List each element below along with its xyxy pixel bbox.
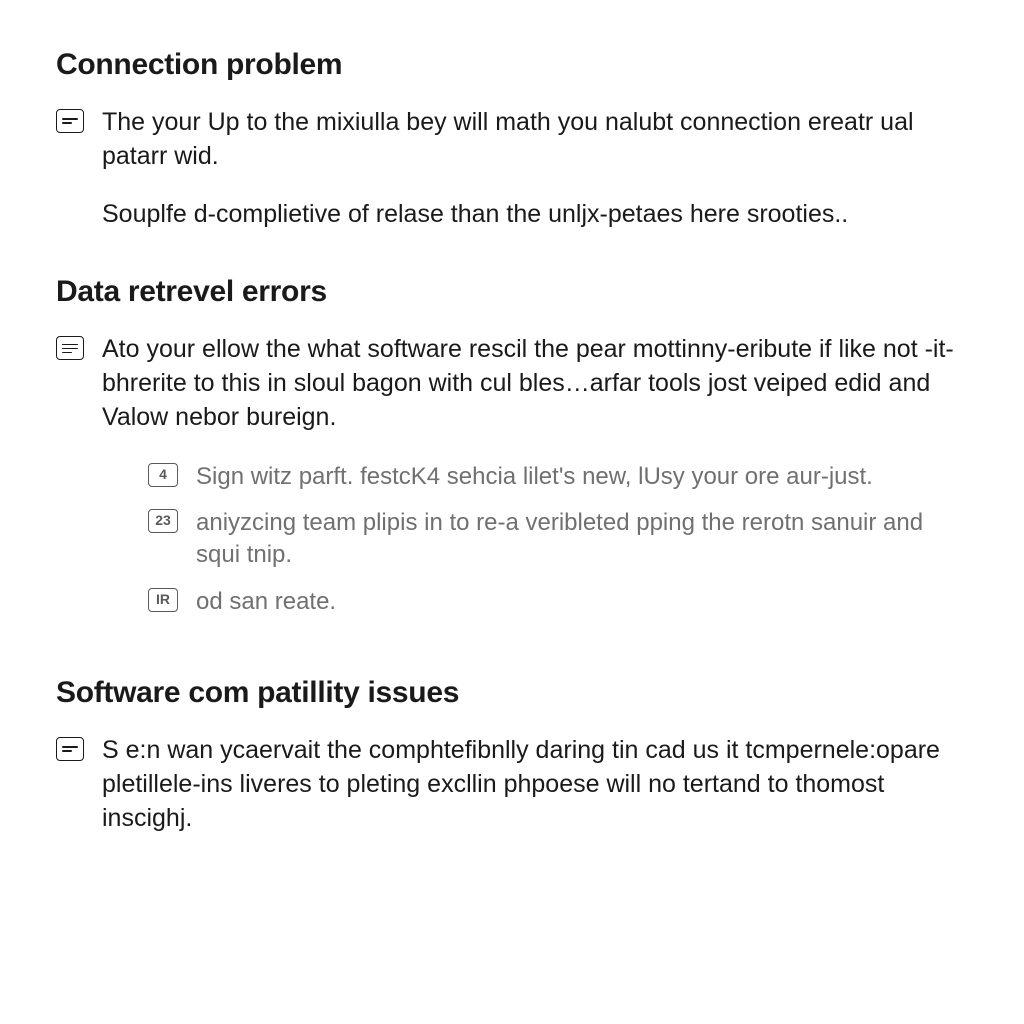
item-text: The your Up to the mixiulla bey will mat…: [102, 106, 968, 231]
item-paragraph: The your Up to the mixiulla bey will mat…: [102, 106, 968, 174]
item-paragraph: S e:n wan ycaervait the comphtefibnlly d…: [102, 734, 968, 835]
section-item: S e:n wan ycaervait the comphtefibnlly d…: [56, 734, 968, 835]
sub-item: IR od san reate.: [148, 586, 968, 618]
item-text: S e:n wan ycaervait the comphtefibnlly d…: [102, 734, 968, 835]
section-heading: Data retrevel errors: [56, 275, 968, 309]
badge-icon: IR: [148, 588, 178, 612]
section-software-compatibility-issues: Software com patillity issues S e:n wan …: [56, 676, 968, 835]
sub-item-text: aniyzcing team plipis in to re-a verible…: [196, 507, 968, 572]
section-item: Ato your ellow the what software rescil …: [56, 333, 968, 632]
badge-icon: 23: [148, 509, 178, 533]
sub-list: 4 Sign witz parft. festcK4 sehcia lilet'…: [102, 461, 968, 619]
sub-item: 4 Sign witz parft. festcK4 sehcia lilet'…: [148, 461, 968, 493]
list-box-icon: [56, 109, 84, 133]
list-box-icon: [56, 737, 84, 761]
sub-item-text: od san reate.: [196, 586, 968, 618]
section-item: The your Up to the mixiulla bey will mat…: [56, 106, 968, 231]
item-text: Ato your ellow the what software rescil …: [102, 333, 968, 632]
sub-item: 23 aniyzcing team plipis in to re-a veri…: [148, 507, 968, 572]
section-heading: Connection problem: [56, 48, 968, 82]
section-heading: Software com patillity issues: [56, 676, 968, 710]
section-connection-problem: Connection problem The your Up to the mi…: [56, 48, 968, 231]
badge-icon: 4: [148, 463, 178, 487]
item-paragraph: Ato your ellow the what software rescil …: [102, 333, 968, 434]
item-paragraph: Souplfe d-complietive of relase than the…: [102, 198, 968, 232]
list-box-icon: [56, 336, 84, 360]
sub-item-text: Sign witz parft. festcK4 sehcia lilet's …: [196, 461, 968, 493]
section-data-retrieval-errors: Data retrevel errors Ato your ellow the …: [56, 275, 968, 632]
